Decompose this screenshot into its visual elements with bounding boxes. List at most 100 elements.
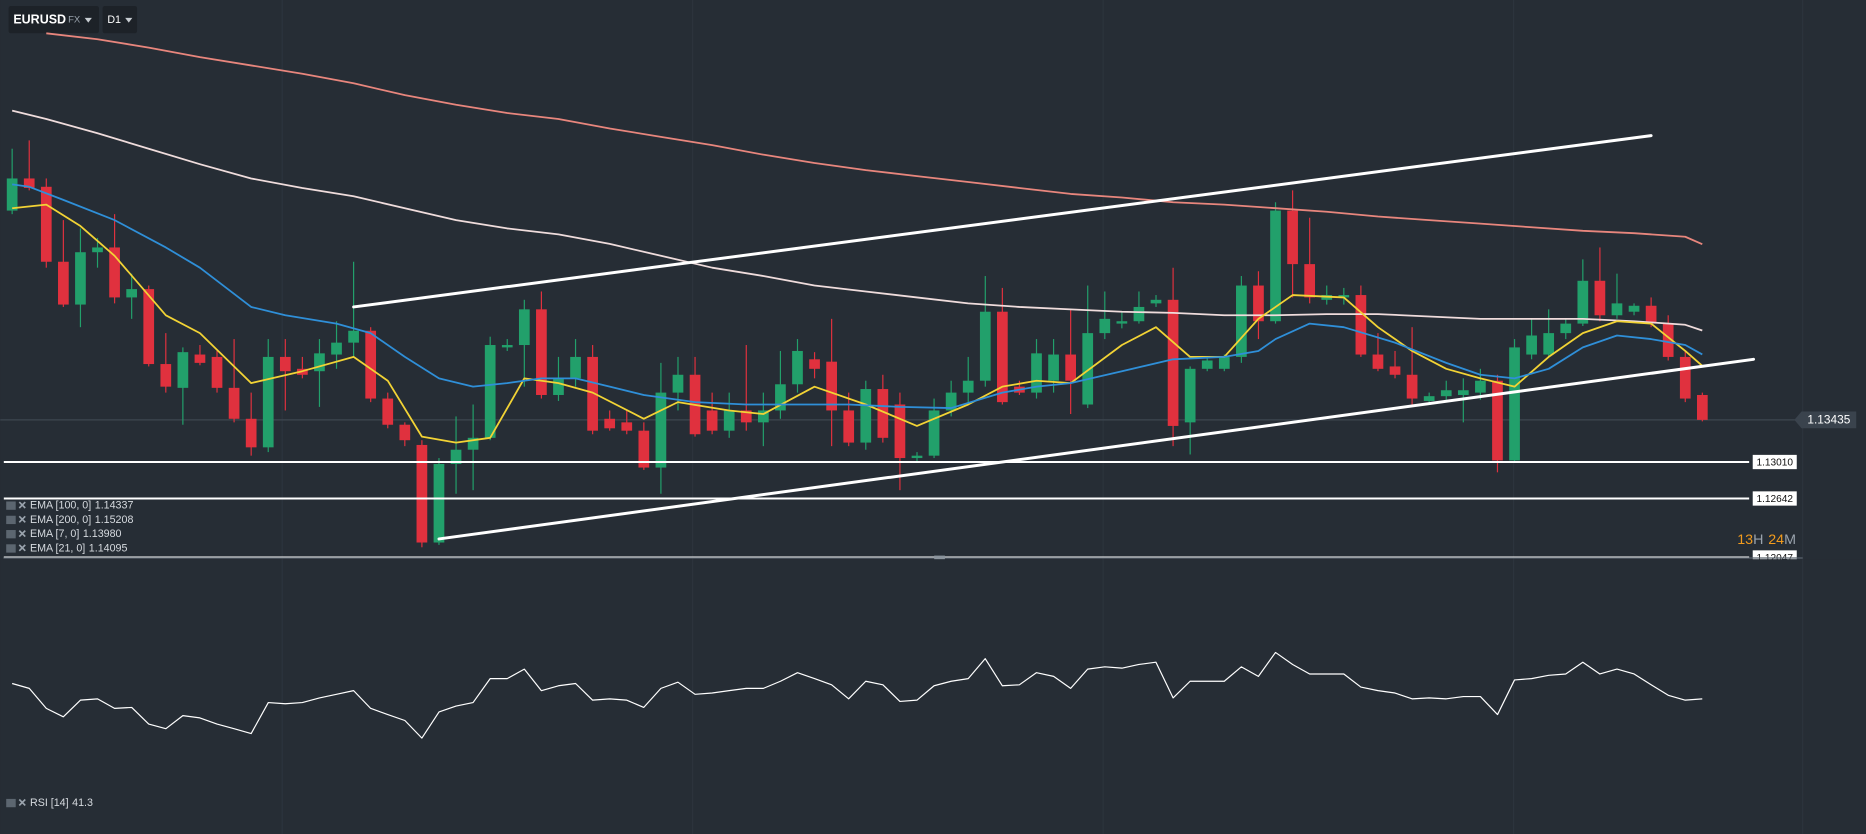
candle-body [450, 449, 462, 464]
candle-body [1201, 360, 1213, 369]
candle-body [348, 330, 359, 343]
candle-body [1645, 305, 1657, 324]
candle-body [962, 380, 974, 393]
price-level-tag [1752, 491, 1797, 506]
candle-body [1526, 335, 1537, 355]
legend-icon [6, 798, 16, 808]
candle-body [1133, 306, 1145, 322]
candle-body [177, 352, 189, 388]
candle-body [23, 178, 35, 188]
legend-value: 41.3 [72, 797, 93, 809]
timeframe[interactable]: D1 [107, 14, 121, 26]
candle-body [911, 455, 923, 459]
timeframe-selector[interactable] [102, 5, 138, 34]
candle-body [1577, 280, 1589, 324]
candle-body [1594, 280, 1606, 316]
market[interactable]: FX [68, 15, 81, 26]
candle-body [604, 418, 616, 429]
legend-value: 1.14337 [95, 499, 134, 511]
candle-body [331, 342, 342, 355]
legend-remove-icon [18, 530, 26, 538]
candle-body [1406, 374, 1418, 399]
candle-body [1082, 333, 1094, 405]
legend-name: EMA [200, 0] [30, 514, 91, 526]
price-level-label: 1.12642 [1756, 494, 1793, 505]
indicator-line [11, 109, 1703, 332]
candle-body [228, 387, 240, 419]
candle-body [792, 350, 803, 385]
candle-body [279, 356, 291, 372]
candle-body [1560, 323, 1572, 334]
candle-body [1389, 366, 1401, 375]
candle-body [826, 361, 837, 411]
candle-body [877, 389, 889, 438]
candle-body [723, 410, 735, 431]
symbol[interactable]: EURUSD [13, 13, 66, 27]
candle-body [587, 356, 598, 431]
candle-body [314, 353, 325, 372]
candle-body [109, 247, 120, 298]
candle-body [399, 424, 411, 441]
candle-body [1457, 390, 1469, 395]
legend-icon [6, 544, 16, 553]
legend-remove-icon [18, 798, 26, 807]
candle-body [553, 378, 564, 395]
candle-body [1167, 299, 1179, 426]
candle-body [6, 178, 18, 211]
candle-body [621, 422, 633, 431]
panel-resize-handle [934, 555, 945, 560]
candle-body [757, 410, 769, 423]
indicator-line [11, 651, 1703, 739]
symbol-selector[interactable] [8, 5, 100, 34]
candle-body [1048, 354, 1059, 381]
candle-body [672, 374, 684, 393]
candle-body [1150, 299, 1162, 304]
legend-remove-icon [18, 544, 26, 552]
candle-body [484, 345, 496, 438]
dropdown-arrow[interactable] [84, 17, 92, 23]
trendline [437, 357, 1756, 541]
candle-body [501, 345, 513, 348]
candle-body [1628, 305, 1640, 312]
candle-body [1355, 295, 1367, 355]
legend-name: RSI [14] [30, 797, 69, 809]
legend-value: 1.15208 [95, 514, 134, 526]
countdown-hours: 13 [1737, 532, 1753, 548]
legend-icon [6, 515, 16, 525]
countdown-hours-unit: H [1753, 532, 1763, 548]
legend-icon [6, 530, 16, 539]
candle-body [40, 186, 52, 262]
candle-body [706, 410, 718, 431]
indicator-line [12, 203, 1703, 444]
price-level-tag [1752, 454, 1797, 470]
candle-body [1338, 295, 1350, 298]
legend-name: EMA [21, 0] [30, 542, 85, 554]
candle-body [92, 247, 103, 253]
indicator-line [46, 32, 1703, 245]
candle-body [1253, 285, 1264, 322]
candle-body [75, 252, 86, 305]
legend-entry: EMA [100, 0] 1.14337 [30, 499, 133, 511]
candle-body [1270, 210, 1281, 322]
rsi-panel: RSI [14] 41.3 [0, 555, 1866, 834]
countdown-minutes-unit: M [1784, 532, 1796, 548]
legend-value: 1.14095 [89, 542, 128, 554]
candle-body [1236, 285, 1247, 357]
candle-body [1116, 321, 1128, 324]
candle-body [1509, 347, 1520, 461]
legend-entry: EMA [200, 0] 1.15208 [30, 514, 133, 526]
dropdown-arrow[interactable] [125, 17, 133, 23]
candle-body [58, 261, 69, 305]
legend-entry: EMA [7, 0] 1.13980 [30, 528, 122, 540]
candle-body [211, 356, 223, 388]
legend-value: 1.13980 [83, 528, 122, 540]
candle-body [1287, 210, 1298, 265]
indicator-line [12, 183, 1703, 409]
candle-body [382, 398, 394, 425]
countdown-minutes: 24 [1768, 532, 1784, 548]
countdown: 13H 24M [1737, 532, 1796, 548]
candle-body [1065, 354, 1077, 381]
candle-body [570, 356, 581, 379]
legend-entry: RSI [14] 41.3 [30, 797, 93, 809]
